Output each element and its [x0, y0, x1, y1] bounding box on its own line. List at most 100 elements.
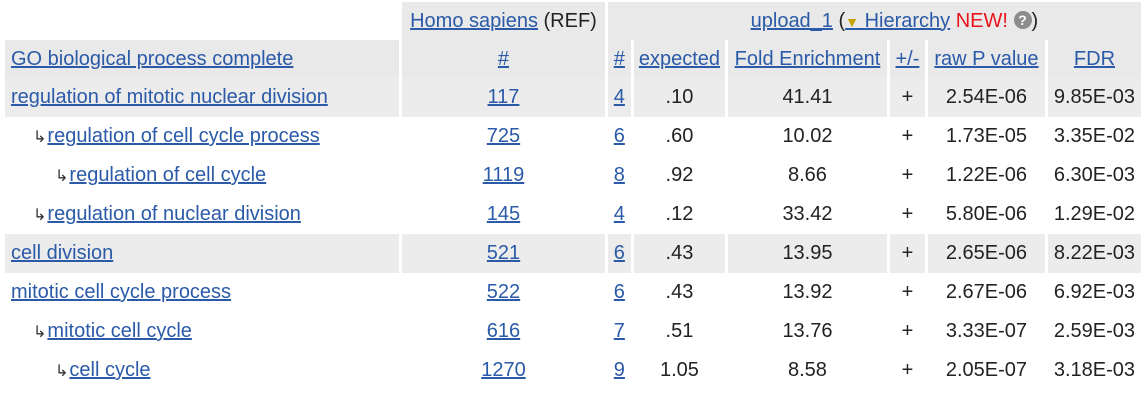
help-icon[interactable]: ?	[1013, 10, 1032, 29]
ref-count-cell: 117	[402, 78, 605, 117]
term-link[interactable]: regulation of nuclear division	[47, 203, 301, 225]
rawp-cell: 3.33E-07	[945, 320, 1028, 342]
col-direction-header: +/-	[889, 40, 925, 78]
sort-rawp-link[interactable]: raw P value	[934, 47, 1039, 70]
term-cell: ↳regulation of cell cycle	[5, 156, 399, 195]
ref-count-cell: 616	[402, 312, 605, 351]
fold-cell: 13.76	[782, 320, 833, 342]
term-cell: ↳regulation of cell cycle process	[5, 117, 399, 156]
upload-count-link[interactable]: 6	[613, 242, 625, 264]
ref-count-cell: 725	[402, 117, 605, 156]
direction-cell: +	[901, 164, 914, 186]
table-row: mitotic cell cycle process 522 6 .43 13.92 +2…	[5, 273, 1141, 312]
ref-count-cell: 521	[402, 234, 605, 273]
ref-count-link[interactable]: 616	[486, 320, 521, 342]
sort-fold-link[interactable]: Fold Enrichment	[734, 47, 881, 70]
rawp-cell: 2.65E-06	[928, 234, 1045, 273]
new-badge: NEW!	[955, 9, 1008, 32]
ref-count-link[interactable]: 1119	[482, 164, 525, 186]
header-blank-cell	[5, 2, 399, 40]
upload-count-link[interactable]: 7	[613, 320, 625, 342]
col-ref-header: #	[402, 40, 605, 78]
upload-count-link[interactable]: 6	[613, 125, 625, 147]
term-link[interactable]: regulation of cell cycle process	[47, 125, 320, 147]
term-link[interactable]: mitotic cell cycle process	[11, 281, 232, 303]
term-link[interactable]: cell cycle	[69, 359, 151, 381]
col-num-header: #	[607, 40, 631, 78]
fdr-cell: 8.22E-03	[1047, 234, 1141, 273]
table-row: ↳regulation of nuclear division 145 4 .12 33…	[5, 195, 1141, 234]
ref-count-cell: 522	[402, 273, 605, 312]
ref-count-link[interactable]: 522	[486, 281, 521, 303]
term-link[interactable]: cell division	[11, 242, 114, 264]
ref-list-header: Homo sapiens (REF)	[402, 2, 605, 40]
upload-count-cell: 9	[608, 351, 631, 390]
upload-count-cell: 6	[608, 117, 631, 156]
table-row: regulation of mitotic nuclear division 11…	[5, 78, 1141, 117]
upload-count-link[interactable]: 6	[613, 281, 625, 303]
sort-fdr-link[interactable]: FDR	[1073, 47, 1116, 70]
upload-count-cell: 4	[607, 78, 631, 117]
term-cell: mitotic cell cycle process	[5, 273, 399, 312]
hierarchy-arrow-icon: ↳	[55, 168, 69, 185]
ref-count-link[interactable]: 725	[486, 125, 521, 147]
upload-count-cell: 7	[608, 312, 631, 351]
sort-ref-count-link[interactable]: #	[497, 47, 510, 70]
table-row: ↳mitotic cell cycle 616 7 .51 13.76 +3.33E-07…	[5, 312, 1141, 351]
sort-term-link[interactable]: GO biological process complete	[11, 47, 294, 70]
term-link[interactable]: regulation of mitotic nuclear division	[11, 86, 328, 108]
hierarchy-arrow-icon: ↳	[33, 129, 47, 146]
open-paren: (	[838, 9, 846, 32]
fdr-cell: 1.29E-02	[1053, 203, 1136, 225]
fdr-cell: 6.92E-03	[1053, 281, 1136, 303]
ref-count-cell: 1270	[402, 351, 605, 390]
col-fold-header: Fold Enrichment	[728, 40, 887, 78]
ref-count-link[interactable]: 1270	[481, 359, 526, 381]
upload-count-link[interactable]: 9	[613, 359, 625, 381]
triangle-down-icon: ▼	[845, 13, 860, 30]
hierarchy-toggle-link[interactable]: ▼ Hierarchy	[845, 10, 950, 32]
col-term-header: GO biological process complete	[5, 40, 400, 78]
expected-cell: .10	[633, 78, 726, 117]
ref-count-link[interactable]: 145	[486, 203, 521, 225]
ref-count-cell: 1119	[402, 156, 605, 195]
sort-expected-link[interactable]: expected	[638, 47, 721, 70]
expected-cell: .43	[665, 281, 694, 303]
table-row: ↳regulation of cell cycle 1119 8 .92 8.66 +1.…	[5, 156, 1141, 195]
rawp-cell: 2.67E-06	[945, 281, 1028, 303]
fold-cell: 8.58	[788, 359, 827, 381]
sort-upload-count-link[interactable]: #	[613, 47, 625, 70]
fdr-cell: 3.35E-02	[1053, 125, 1136, 147]
upload-count-link[interactable]: 4	[613, 203, 625, 225]
upload-count-cell: 8	[608, 156, 631, 195]
fold-cell: 8.66	[788, 164, 827, 186]
table-row: ↳regulation of cell cycle process 725 6 .60…	[5, 117, 1141, 156]
ref-species-link[interactable]: Homo sapiens	[410, 9, 538, 32]
term-cell: ↳mitotic cell cycle	[5, 312, 399, 351]
direction-cell: +	[901, 125, 914, 147]
direction-cell: +	[901, 320, 914, 342]
upload-count-link[interactable]: 4	[613, 86, 625, 108]
upload-count-cell: 6	[607, 234, 631, 273]
expected-cell: 1.05	[659, 359, 699, 381]
upload-name-link[interactable]: upload_1	[750, 9, 833, 32]
fdr-cell: 2.59E-03	[1053, 320, 1136, 342]
table-header-group-row: Homo sapiens (REF) upload_1 (▼ Hierarchy…	[5, 2, 1141, 40]
term-cell: ↳regulation of nuclear division	[5, 195, 399, 234]
upload-count-link[interactable]: 8	[613, 164, 625, 186]
rawp-cell: 2.05E-07	[945, 359, 1028, 381]
fold-cell: 13.95	[728, 234, 887, 273]
col-fdr-header: FDR	[1047, 40, 1141, 78]
term-link[interactable]: regulation of cell cycle	[69, 164, 267, 186]
table-body: regulation of mitotic nuclear division 11…	[5, 78, 1141, 390]
fold-cell: 13.92	[782, 281, 833, 303]
ref-count-link[interactable]: 521	[486, 242, 521, 264]
table-row: ↳cell cycle 1270 9 1.05 8.58 +2.05E-07 3.18E-0…	[5, 351, 1141, 390]
fdr-cell: 9.85E-03	[1047, 78, 1141, 117]
sort-direction-link[interactable]: +/-	[895, 47, 920, 70]
ref-count-link[interactable]: 117	[487, 86, 520, 108]
fdr-cell: 6.30E-03	[1053, 164, 1136, 186]
term-link[interactable]: mitotic cell cycle	[47, 320, 192, 342]
ref-count-cell: 145	[402, 195, 605, 234]
expected-cell: .92	[665, 164, 694, 186]
